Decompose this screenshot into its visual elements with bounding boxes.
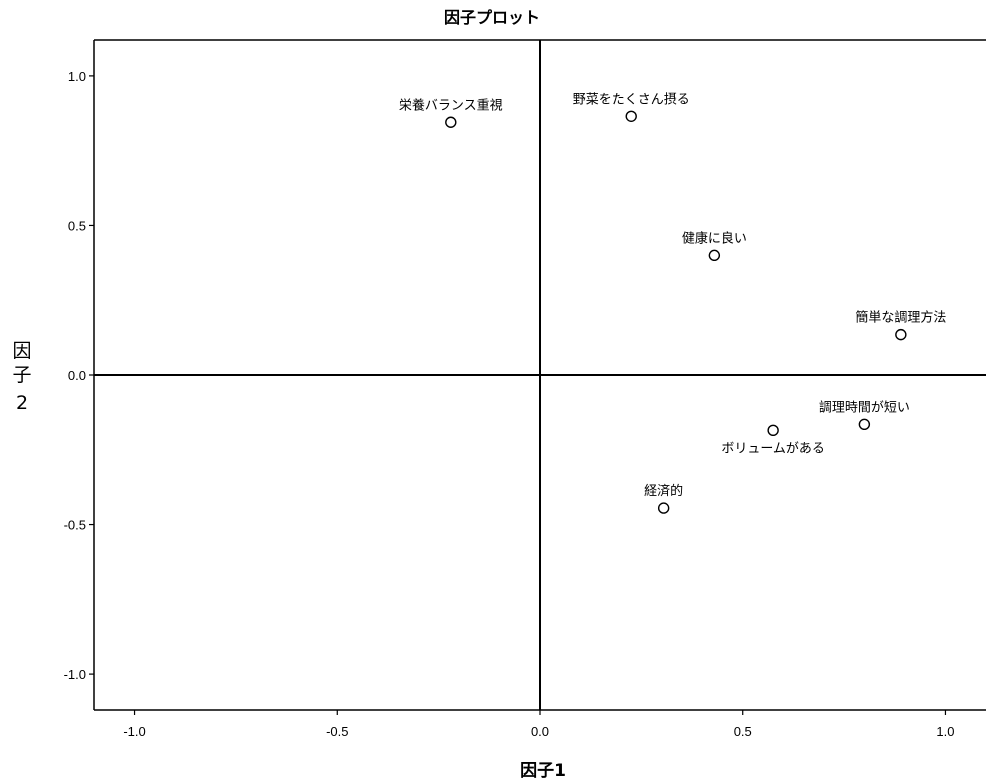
y-axis-label-line-3: 2 xyxy=(16,392,28,414)
data-point-label: ボリュームがある xyxy=(721,441,825,456)
y-tick-label: 0.0 xyxy=(68,368,86,383)
data-point-label: 簡単な調理方法 xyxy=(855,310,946,326)
data-point xyxy=(657,502,670,514)
data-point xyxy=(767,424,779,437)
data-point-label: 健康に良い xyxy=(682,230,747,246)
x-tick-label: 0.5 xyxy=(734,724,752,739)
data-point xyxy=(895,328,907,341)
x-tick-label: -0.5 xyxy=(326,724,348,739)
data-point xyxy=(625,110,637,122)
x-tick-label: -1.0 xyxy=(123,724,145,739)
data-point-label: 野菜をたくさん摂る xyxy=(573,91,690,107)
y-tick-label: -0.5 xyxy=(64,518,86,533)
y-tick-label: 1.0 xyxy=(68,69,86,84)
x-tick-label: 1.0 xyxy=(936,724,954,739)
data-point xyxy=(445,116,457,128)
data-point xyxy=(708,249,721,262)
y-axis-label-line-1: 因 xyxy=(12,340,31,362)
x-tick-label: 0.0 xyxy=(531,724,549,739)
chart-title: 因子プロット xyxy=(444,8,540,27)
y-tick-label: -1.0 xyxy=(64,667,86,682)
y-axis-label-line-2: 子 xyxy=(12,364,31,386)
x-axis-label: 因子1 xyxy=(520,761,566,781)
plot-area: 1.0 0.5 0.0 -0.5 -1.0 -1.0 -0.5 0.0 0.5 1.0 栄養バランス… xyxy=(64,39,986,739)
y-tick-label: 0.5 xyxy=(68,218,86,233)
data-point-label: 経済的 xyxy=(644,483,683,499)
data-point-label: 栄養バランス重視 xyxy=(399,97,503,113)
data-point-label: 調理時間が短い xyxy=(819,400,910,415)
data-point xyxy=(858,418,871,431)
